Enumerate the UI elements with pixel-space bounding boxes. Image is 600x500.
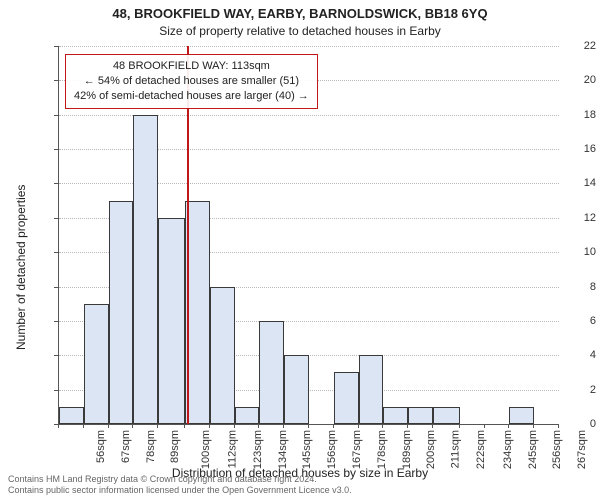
x-tick-label: 222sqm [475,430,487,469]
histogram-bar [334,372,359,424]
histogram-bar [284,355,309,424]
x-tick-label: 245sqm [527,430,539,469]
x-tick-mark [108,424,109,428]
histogram-bar [235,407,260,424]
x-tick-label: 200sqm [425,430,437,469]
x-tick-mark [382,424,383,428]
x-tick-mark [459,424,460,428]
x-tick-label: 100sqm [200,430,212,469]
x-tick-mark [407,424,408,428]
histogram-bar [433,407,460,424]
x-tick-label: 256sqm [552,430,564,469]
x-tick-mark [209,424,210,428]
x-tick-mark [83,424,84,428]
y-axis-label: Number of detached properties [14,185,28,350]
x-tick-mark [184,424,185,428]
histogram-bar [383,407,408,424]
footer-attribution: Contains HM Land Registry data © Crown c… [8,474,352,497]
x-tick-mark [283,424,284,428]
histogram-bar [210,287,235,424]
footer-line-1: Contains HM Land Registry data © Crown c… [8,474,352,485]
x-tick-label: 123sqm [252,430,264,469]
annotation-line: 42% of semi-detached houses are larger (… [74,89,309,104]
histogram-bar [158,218,185,424]
histogram-bar [84,304,109,424]
footer-line-2: Contains public sector information licen… [8,485,352,496]
x-tick-label: 167sqm [351,430,363,469]
x-tick-label: 156sqm [326,430,338,469]
x-tick-mark [58,424,59,428]
x-tick-label: 67sqm [120,430,132,463]
histogram-bar [509,407,534,424]
x-tick-mark [484,424,485,428]
histogram-bar [59,407,84,424]
chart-subtitle: Size of property relative to detached ho… [0,24,600,38]
annotation-line: 48 BROOKFIELD WAY: 113sqm [74,59,309,74]
annotation-line: ← 54% of detached houses are smaller (51… [74,74,309,89]
annotation-box: 48 BROOKFIELD WAY: 113sqm← 54% of detach… [65,54,318,109]
x-tick-label: 234sqm [502,430,514,469]
x-tick-mark [132,424,133,428]
x-tick-label: 89sqm [169,430,181,463]
x-tick-mark [432,424,433,428]
x-tick-label: 267sqm [576,430,588,469]
x-tick-label: 112sqm [226,430,238,468]
x-tick-mark [358,424,359,428]
x-tick-label: 211sqm [449,430,461,468]
histogram-bar [259,321,284,424]
x-tick-mark [157,424,158,428]
x-tick-label: 145sqm [302,430,314,469]
x-tick-mark [558,424,559,428]
x-tick-mark [234,424,235,428]
chart-title: 48, BROOKFIELD WAY, EARBY, BARNOLDSWICK,… [0,6,600,21]
x-tick-label: 178sqm [376,430,388,469]
x-tick-label: 56sqm [95,430,107,463]
x-tick-mark [508,424,509,428]
x-tick-label: 78sqm [145,430,157,463]
gridline [59,46,559,47]
x-tick-mark [308,424,309,428]
x-tick-mark [533,424,534,428]
histogram-bar [408,407,433,424]
histogram-bar [359,355,384,424]
x-tick-mark [258,424,259,428]
x-tick-mark [333,424,334,428]
histogram-bar [133,115,158,424]
x-tick-label: 189sqm [401,430,413,469]
x-tick-label: 134sqm [277,430,289,469]
plot-area: 48 BROOKFIELD WAY: 113sqm← 54% of detach… [58,46,559,425]
histogram-bar [109,201,134,424]
